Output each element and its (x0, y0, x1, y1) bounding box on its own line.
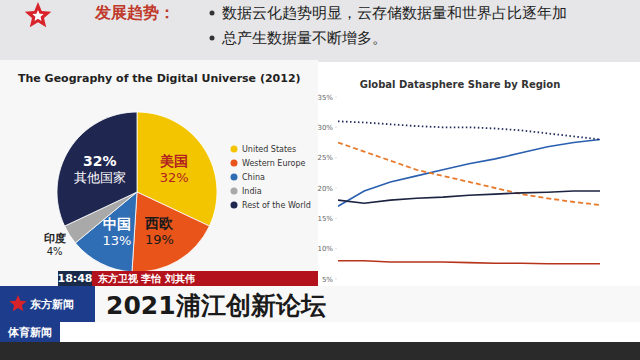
y-tick-label: 5% (322, 276, 333, 284)
bullet (210, 36, 215, 41)
series-line (338, 140, 600, 207)
pie (57, 112, 217, 272)
y-tick (335, 157, 337, 158)
series-line (338, 191, 600, 203)
legend-entry: Rest of the World (242, 201, 311, 210)
data-label: 19% (145, 232, 174, 247)
bullet-text: 数据云化趋势明显，云存储数据量和世界占比逐年加 (222, 4, 567, 22)
frame: 发展趋势： 数据云化趋势明显，云存储数据量和世界占比逐年加总产生数据量不断增多。 T… (0, 0, 640, 360)
y-tick (335, 279, 337, 280)
y-tick (335, 218, 337, 219)
legend-entry: United States (242, 145, 296, 154)
star-icon (25, 2, 52, 27)
bullet-text: 总产生数据量不断增多。 (221, 29, 387, 47)
y-tick-label: 20% (317, 185, 333, 193)
channel-logo (25, 2, 52, 27)
legend-swatch (231, 188, 238, 195)
slice-label: 美国 (159, 153, 188, 169)
y-tick (335, 188, 337, 189)
heading: 发展趋势： (94, 3, 175, 22)
legend-entry: Western Europe (242, 159, 306, 168)
reporters: 东方卫视 李怡 刘其伟 (97, 273, 195, 284)
y-tick (335, 97, 337, 98)
data-label: 32% (83, 153, 117, 169)
left-panel (0, 60, 318, 300)
y-tick (335, 248, 337, 249)
y-tick-label: 25% (317, 154, 333, 162)
y-axis: 5% 10% 15% 20% 25% 30% 35% (317, 94, 337, 284)
y-tick-label: 10% (317, 245, 333, 253)
y-tick-label: 30% (317, 124, 333, 132)
slice-label: 印度 (44, 232, 66, 245)
pie-slice (57, 112, 137, 226)
legend-entry: China (242, 173, 265, 182)
y-tick-label: 15% (317, 215, 333, 223)
time-box (58, 271, 92, 286)
slice-label: 其他国家 (74, 170, 126, 185)
y-tick-label: 35% (317, 94, 333, 102)
broadcast-overlay: 18:48 东方卫视 李怡 刘其伟东方新闻 2021浦江创新论坛体育新闻 (0, 271, 640, 360)
right-panel (318, 62, 640, 302)
ticker-label-box (0, 322, 60, 342)
legend-swatch (231, 202, 238, 209)
data-label: 13% (103, 233, 132, 248)
legend-entry: India (242, 187, 262, 196)
reporter-bar (92, 271, 318, 286)
slice-label: 西欧 (144, 215, 174, 231)
bullet (210, 11, 215, 16)
star-icon (32, 10, 43, 21)
headline-bar (0, 286, 640, 322)
headline: 2021浦江创新论坛 (106, 291, 326, 320)
legend-swatch (231, 146, 238, 153)
star-icon (9, 295, 26, 311)
ticker-bar (0, 322, 640, 342)
series-line (338, 143, 600, 206)
pie-title: The Geography of the Digital Universe (2… (18, 72, 301, 85)
data-label: 32% (160, 170, 189, 185)
y-tick (335, 127, 337, 128)
legend-swatch (231, 160, 238, 167)
legend-swatch (231, 174, 238, 181)
bottom-strip (0, 342, 640, 360)
lines (338, 121, 600, 263)
slice-label: 中国 (103, 216, 131, 232)
series-line (338, 261, 600, 264)
logo-text: 东方新闻 (29, 298, 74, 311)
pie-legend: United States Western Europe China India Res… (231, 145, 311, 210)
series-line (338, 121, 600, 139)
ticker-label: 体育新闻 (7, 326, 52, 339)
time: 18:48 (57, 272, 92, 285)
logo-box (0, 286, 95, 322)
line-title: Global Datasphere Share by Region (360, 79, 561, 90)
data-label: 4% (47, 246, 63, 257)
pie-slice (132, 192, 209, 272)
slide-bg (0, 0, 640, 360)
pie-labels: 美国32%西欧19%中国13%印度4%32%其他国家 (44, 153, 189, 257)
